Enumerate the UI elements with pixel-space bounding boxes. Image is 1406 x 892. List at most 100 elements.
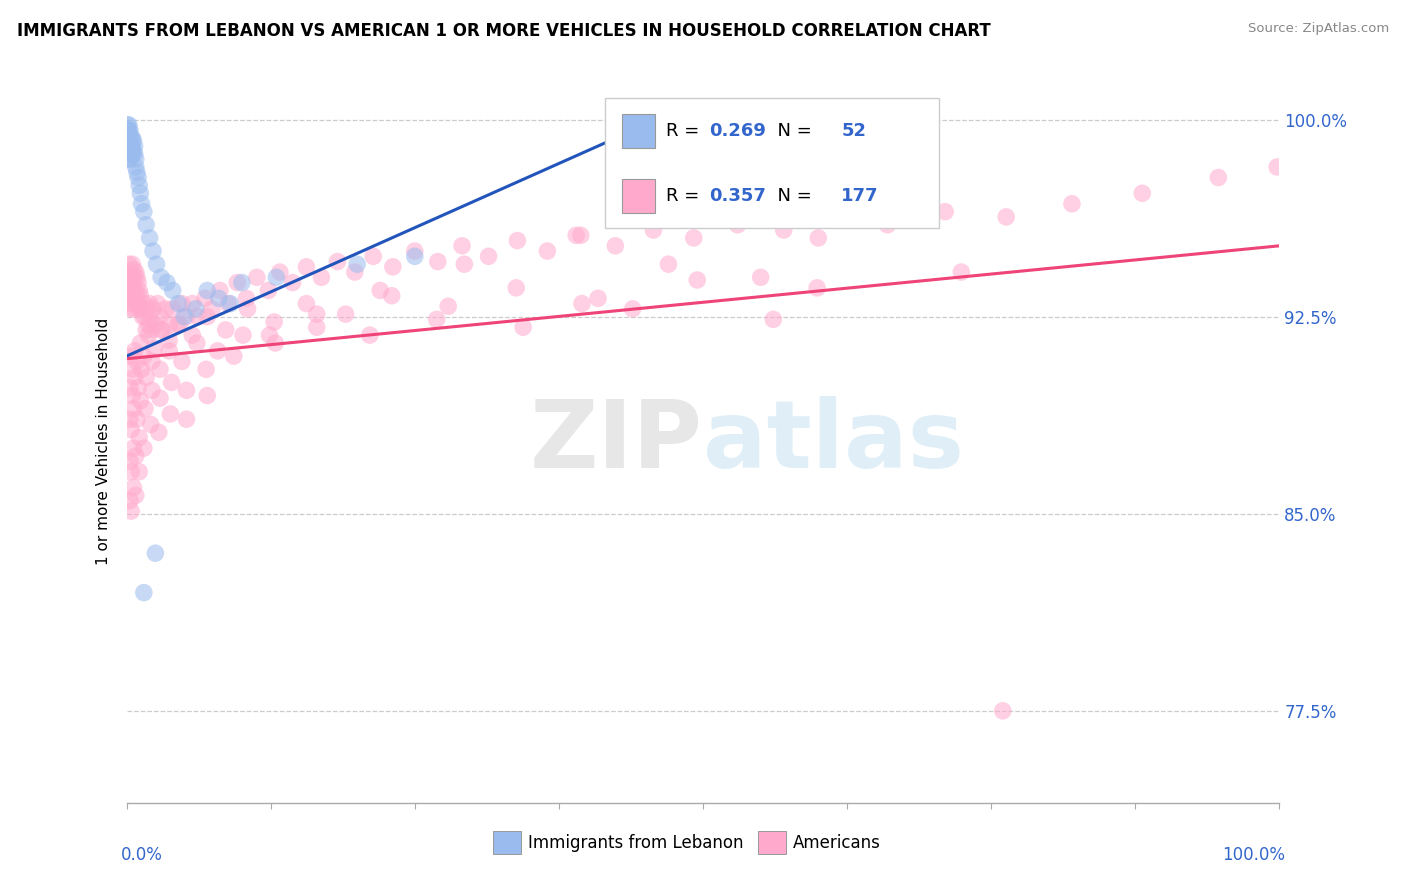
Point bbox=[125, 152, 148, 166]
Point bbox=[381, 260, 404, 274]
Point bbox=[135, 218, 157, 232]
Point bbox=[127, 296, 149, 310]
Point bbox=[235, 291, 257, 305]
Point bbox=[139, 417, 162, 432]
Point bbox=[311, 270, 333, 285]
Point bbox=[135, 370, 157, 384]
Point bbox=[118, 123, 141, 137]
Point bbox=[187, 310, 209, 324]
Point bbox=[150, 323, 173, 337]
FancyBboxPatch shape bbox=[605, 98, 939, 228]
Point bbox=[159, 407, 181, 421]
Point bbox=[118, 412, 141, 426]
Point bbox=[128, 284, 150, 298]
Point bbox=[772, 223, 794, 237]
Point bbox=[170, 296, 193, 310]
Point bbox=[195, 310, 218, 324]
Point bbox=[404, 244, 426, 258]
Point bbox=[934, 204, 956, 219]
Point bbox=[232, 328, 254, 343]
Point bbox=[506, 234, 529, 248]
Point bbox=[359, 328, 381, 343]
Text: 0.0%: 0.0% bbox=[121, 847, 163, 864]
Point bbox=[124, 370, 146, 384]
Point bbox=[219, 296, 242, 310]
Point bbox=[138, 318, 160, 332]
Point bbox=[181, 296, 204, 310]
Point bbox=[912, 165, 935, 179]
Point bbox=[657, 257, 679, 271]
Point bbox=[643, 223, 665, 237]
Point bbox=[125, 412, 148, 426]
Text: 177: 177 bbox=[841, 187, 879, 205]
Point bbox=[125, 449, 148, 463]
Point bbox=[121, 139, 143, 153]
Point bbox=[120, 270, 142, 285]
Point bbox=[120, 146, 142, 161]
Point bbox=[1130, 186, 1153, 201]
Point bbox=[226, 276, 249, 290]
Point bbox=[135, 323, 157, 337]
Point bbox=[141, 354, 163, 368]
Point bbox=[134, 401, 156, 416]
Point bbox=[266, 270, 288, 285]
Point bbox=[1208, 170, 1230, 185]
Point bbox=[166, 318, 188, 332]
Point bbox=[149, 362, 172, 376]
Point bbox=[122, 262, 145, 277]
Text: N =: N = bbox=[766, 187, 818, 205]
Point bbox=[149, 310, 172, 324]
Point bbox=[124, 146, 146, 161]
Point bbox=[121, 131, 143, 145]
Point bbox=[451, 239, 474, 253]
Point bbox=[139, 312, 162, 326]
Point bbox=[118, 381, 141, 395]
Point bbox=[132, 349, 155, 363]
Point bbox=[150, 270, 173, 285]
Point bbox=[124, 343, 146, 358]
Point bbox=[131, 196, 153, 211]
Point bbox=[217, 296, 239, 310]
Point bbox=[122, 301, 145, 316]
Point bbox=[208, 284, 231, 298]
Point bbox=[134, 310, 156, 324]
Point bbox=[117, 118, 139, 132]
Point bbox=[184, 301, 207, 316]
Point bbox=[305, 320, 328, 334]
Point bbox=[122, 134, 145, 148]
Point bbox=[167, 296, 190, 310]
Point bbox=[176, 412, 198, 426]
Text: 0.357: 0.357 bbox=[709, 187, 766, 205]
Point bbox=[122, 481, 145, 495]
Point bbox=[125, 270, 148, 285]
Point bbox=[118, 131, 141, 145]
Text: atlas: atlas bbox=[703, 395, 965, 488]
Point bbox=[155, 301, 177, 316]
Point bbox=[146, 296, 169, 310]
FancyBboxPatch shape bbox=[494, 831, 520, 855]
Text: Americans: Americans bbox=[793, 833, 880, 852]
Point bbox=[127, 170, 149, 185]
Point bbox=[605, 239, 627, 253]
Point bbox=[505, 281, 527, 295]
Point bbox=[149, 391, 172, 405]
Point bbox=[117, 128, 139, 143]
Point bbox=[195, 362, 218, 376]
Text: R =: R = bbox=[666, 122, 704, 140]
Point bbox=[141, 384, 163, 398]
Point bbox=[120, 465, 142, 479]
Point bbox=[136, 301, 159, 316]
Point bbox=[207, 343, 229, 358]
Point bbox=[236, 301, 259, 316]
Point bbox=[381, 289, 404, 303]
FancyBboxPatch shape bbox=[758, 831, 786, 855]
Point bbox=[145, 318, 166, 332]
Point bbox=[1060, 196, 1083, 211]
Point bbox=[281, 276, 304, 290]
Point bbox=[117, 270, 139, 285]
Point bbox=[117, 296, 139, 310]
Point bbox=[129, 289, 152, 303]
Text: Immigrants from Lebanon: Immigrants from Lebanon bbox=[527, 833, 744, 852]
Point bbox=[1265, 160, 1288, 174]
Point bbox=[176, 310, 198, 324]
